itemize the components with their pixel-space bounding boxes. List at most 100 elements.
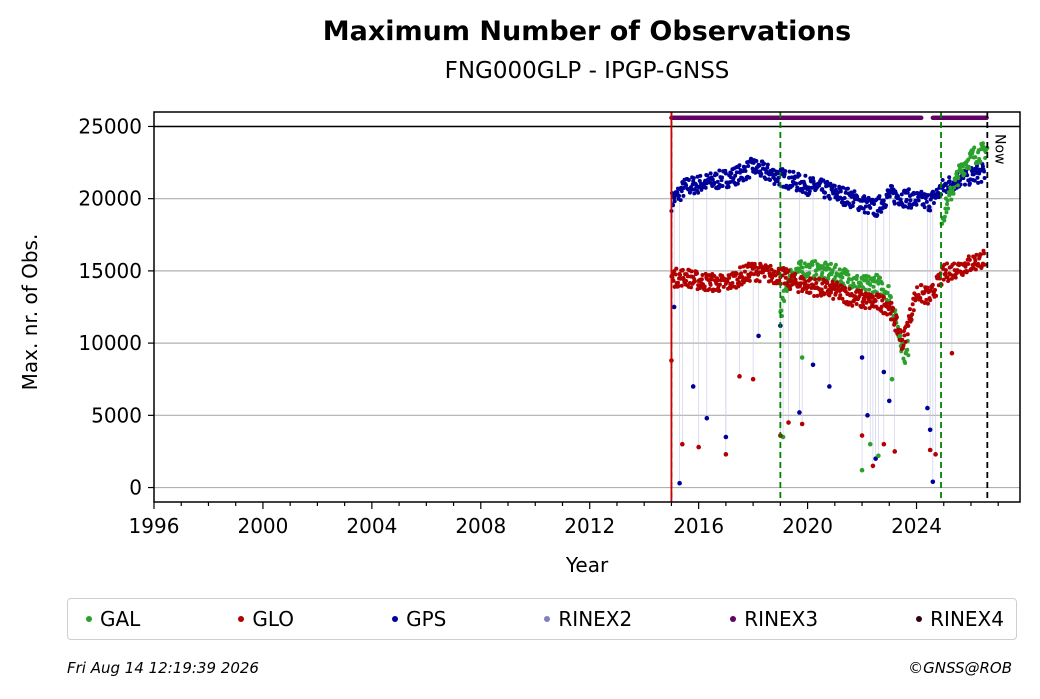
point-gps [726, 184, 731, 189]
point-gal [802, 261, 807, 266]
point-glo [700, 273, 705, 278]
y-tick-label: 15000 [78, 259, 142, 283]
point-glo [933, 287, 938, 292]
point-glo [901, 343, 906, 348]
point-glo [960, 273, 965, 278]
point-gps [925, 193, 930, 198]
point-glo [892, 321, 897, 326]
point-glo [747, 274, 752, 279]
point-gps [862, 194, 867, 199]
point-gps [881, 369, 887, 375]
point-gal [952, 185, 957, 190]
point-glo [843, 286, 848, 291]
point-glo [747, 278, 752, 283]
point-gps [807, 189, 812, 194]
point-glo [689, 285, 694, 290]
point-gps [715, 179, 720, 184]
point-gps [879, 209, 884, 214]
point-glo [706, 277, 711, 282]
point-glo [934, 293, 939, 298]
point-gal [779, 308, 784, 313]
point-gal [839, 271, 844, 276]
point-glo [910, 312, 915, 317]
point-gps [859, 355, 865, 360]
point-gal [867, 287, 872, 292]
point-glo [713, 288, 718, 293]
point-glo [702, 284, 707, 289]
point-gal [905, 347, 910, 352]
x-tick-label: 2008 [455, 514, 506, 538]
point-glo [894, 315, 899, 320]
point-gal [782, 298, 787, 303]
point-gps [717, 168, 722, 173]
point-glo [840, 296, 845, 301]
point-gal [855, 273, 860, 278]
point-gal [978, 159, 983, 164]
point-gps [810, 362, 816, 368]
point-gps [806, 185, 811, 190]
point-glo [793, 271, 798, 276]
point-gps [712, 180, 717, 185]
point-glo [982, 262, 987, 267]
point-glo [864, 300, 869, 305]
point-glo [825, 280, 830, 285]
point-gps [913, 198, 918, 203]
point-gps [692, 191, 697, 196]
point-glo [812, 294, 817, 299]
point-gps [863, 204, 868, 209]
point-glo [717, 282, 722, 287]
point-glo [868, 299, 873, 304]
point-gps [737, 163, 742, 168]
point-gps [684, 183, 689, 188]
point-glo [739, 271, 744, 276]
point-gal [813, 259, 818, 264]
point-gps [675, 190, 680, 195]
legend-marker-icon [392, 616, 399, 622]
point-gal [906, 353, 911, 358]
point-gps [947, 175, 952, 180]
point-gal [973, 155, 978, 160]
legend-label: GPS [406, 607, 447, 631]
point-gps [782, 172, 787, 177]
point-glo [943, 271, 948, 276]
point-glo [709, 277, 714, 282]
point-gps [881, 198, 886, 203]
point-glo [768, 263, 773, 268]
point-gal [807, 271, 812, 276]
point-gal [903, 360, 908, 365]
point-gal [829, 261, 834, 266]
point-gps [770, 172, 775, 177]
point-gal [983, 155, 988, 160]
point-rinex3 [919, 115, 924, 120]
point-gal [888, 295, 893, 300]
point-gal [859, 467, 865, 473]
x-tick-label: 2016 [673, 514, 724, 538]
point-gal [942, 218, 947, 223]
point-glo [750, 376, 756, 382]
point-glo [924, 297, 929, 302]
point-gps [747, 175, 752, 180]
point-glo [903, 339, 908, 344]
point-glo [913, 298, 918, 303]
point-glo [892, 449, 898, 454]
point-glo [965, 269, 970, 274]
point-gps [875, 212, 880, 217]
point-gps [850, 204, 855, 209]
point-glo [793, 277, 798, 282]
point-gal [886, 284, 891, 289]
point-glo [831, 296, 836, 301]
point-gps [931, 201, 936, 206]
point-gps [904, 197, 909, 202]
point-glo [967, 257, 972, 262]
point-glo [943, 268, 948, 273]
point-glo [829, 290, 834, 295]
point-gal [840, 275, 845, 280]
point-gps [832, 183, 837, 188]
point-gps [892, 201, 897, 206]
point-glo [966, 262, 971, 267]
point-glo [857, 294, 862, 299]
point-gps [723, 171, 728, 176]
point-gps [811, 176, 816, 181]
legend-item-rinex2: RINEX2 [544, 607, 632, 631]
